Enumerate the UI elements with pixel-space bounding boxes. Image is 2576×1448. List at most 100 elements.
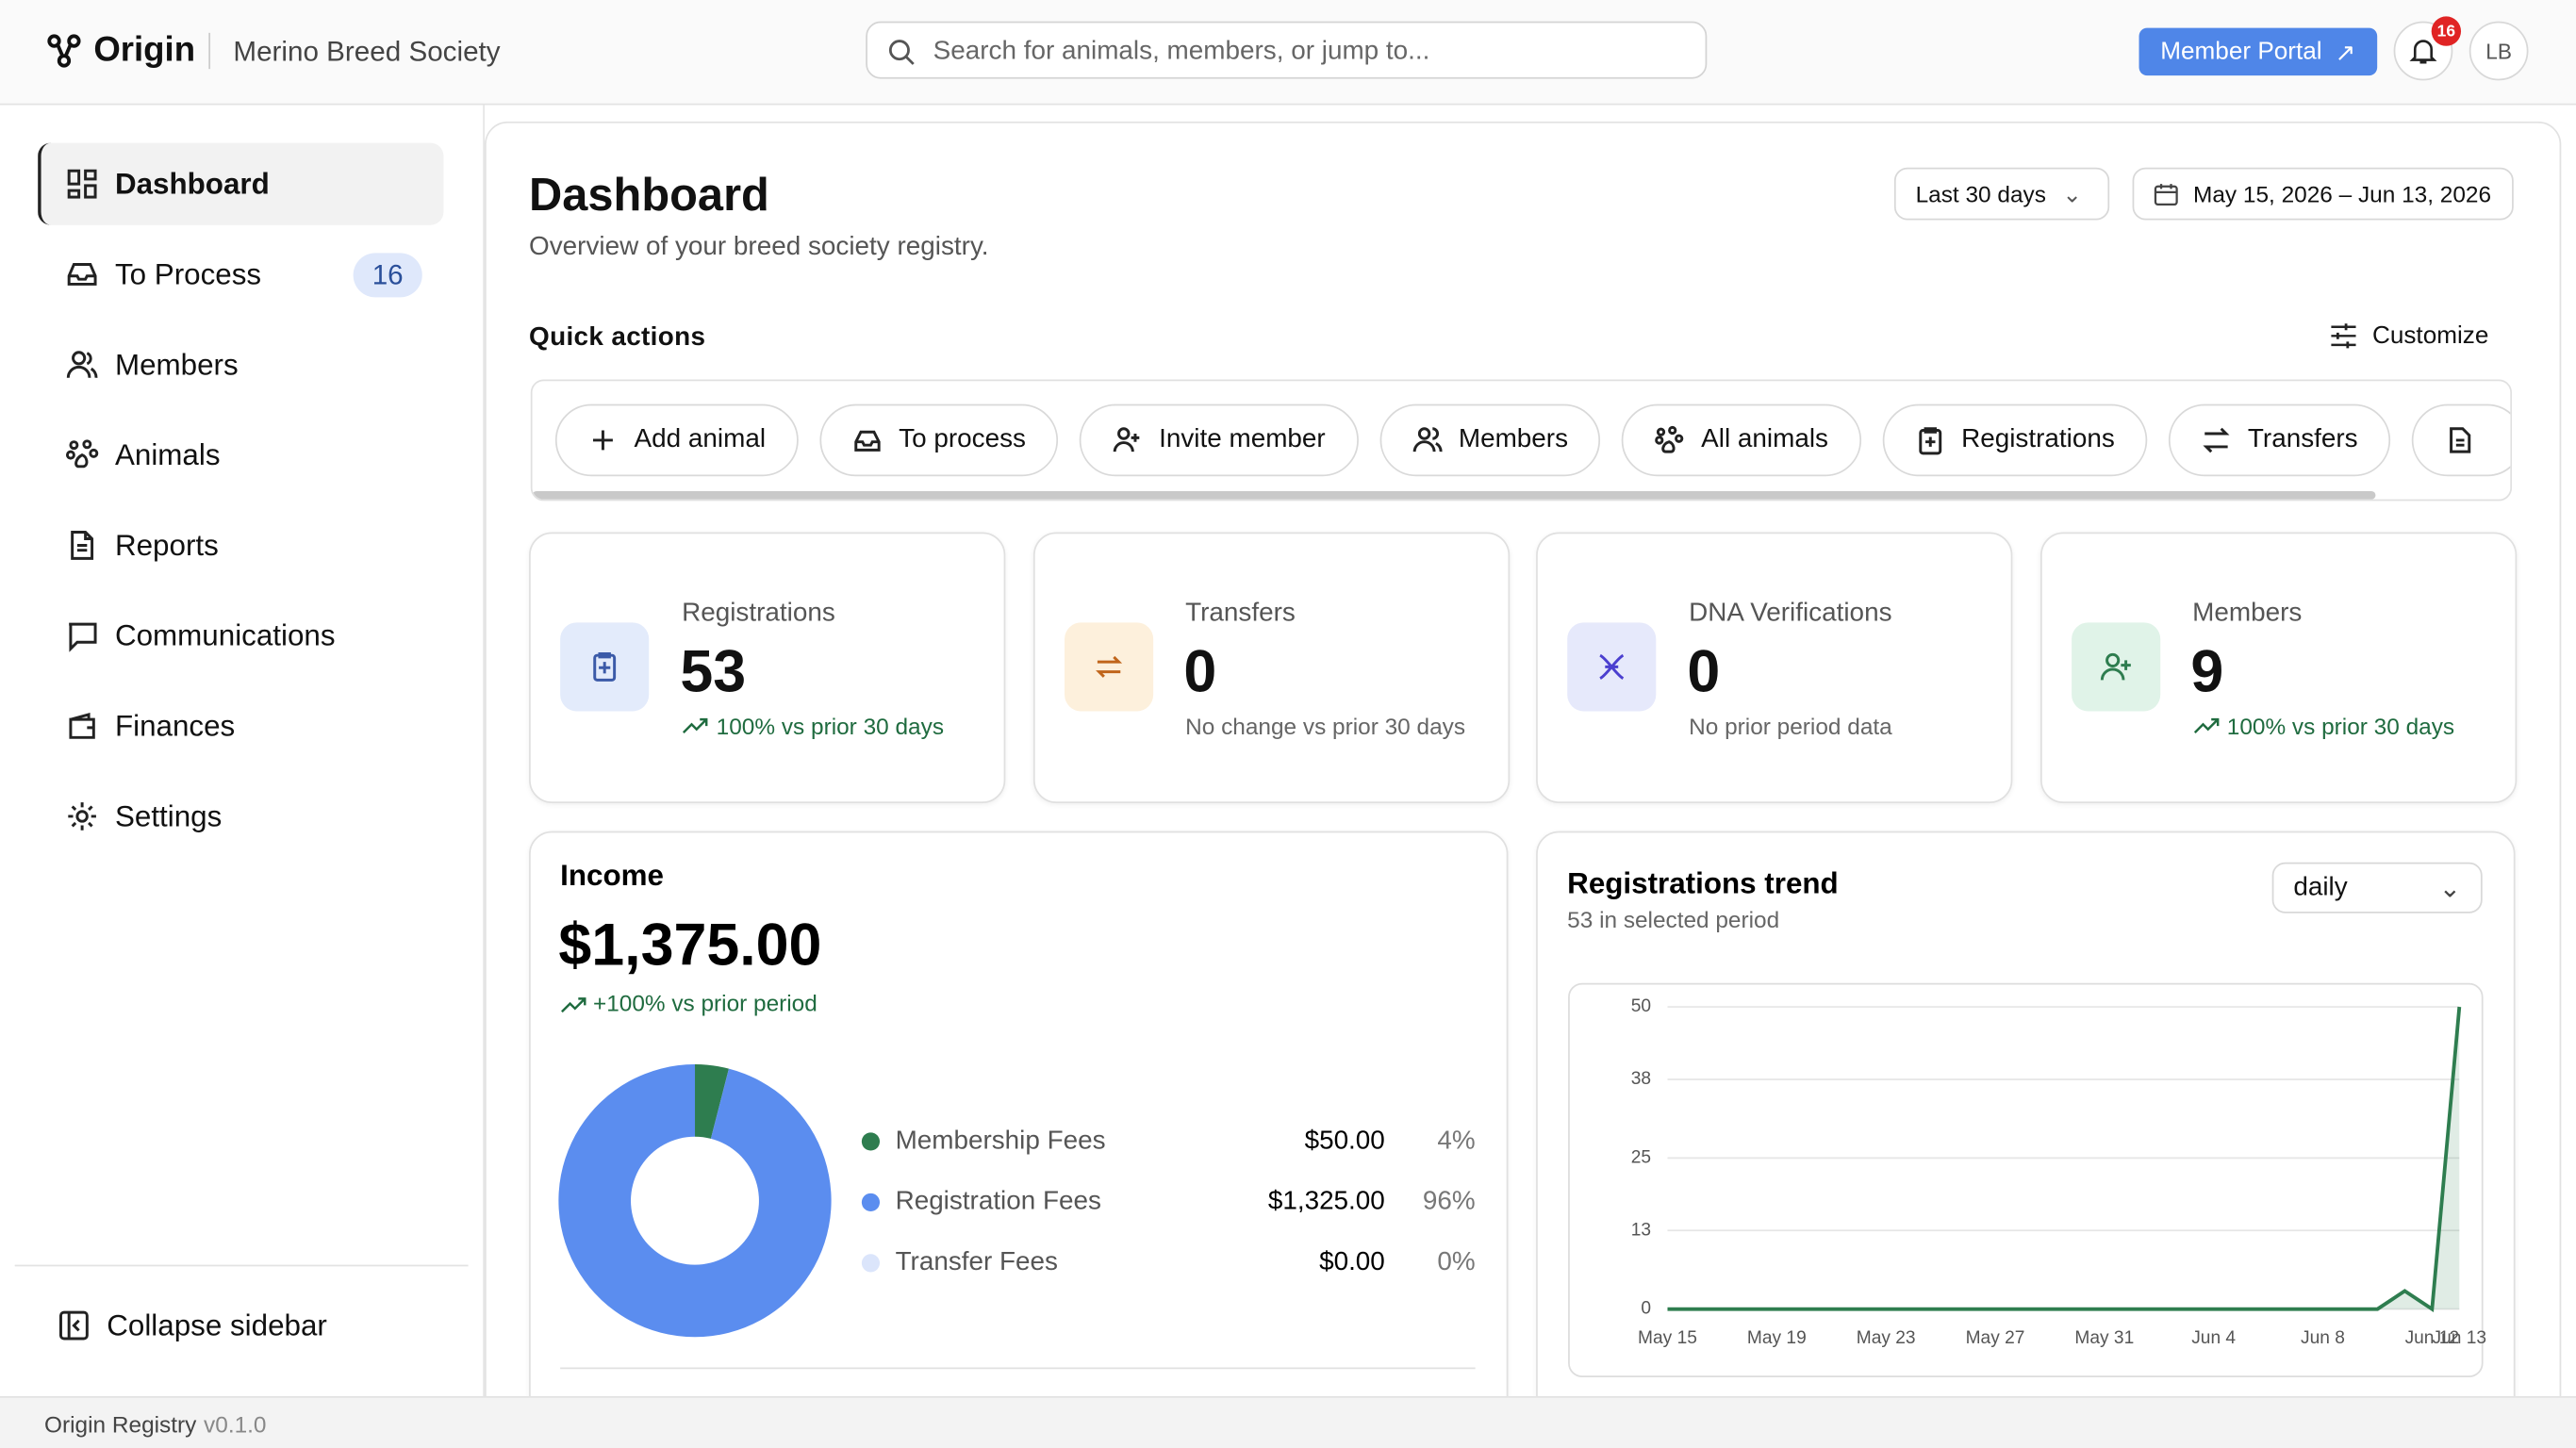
y-tick-label: 0 bbox=[1641, 1299, 1651, 1319]
quick-action[interactable]: Registrations bbox=[1882, 403, 2148, 477]
nav-item[interactable]: Members bbox=[38, 323, 443, 405]
income-change: +100% vs prior period bbox=[593, 992, 817, 1017]
quick-action[interactable]: Members bbox=[1379, 403, 1601, 477]
page-title: Dashboard bbox=[529, 169, 769, 221]
legend-percent: 0% bbox=[1437, 1246, 1475, 1275]
stat-label: Registrations bbox=[682, 599, 835, 628]
quick-action[interactable]: Invite member bbox=[1080, 403, 1359, 477]
stat-value: 0 bbox=[1687, 637, 1721, 705]
notification-count: 16 bbox=[2431, 16, 2462, 46]
stat-label: Transfers bbox=[1185, 599, 1296, 628]
pie-slice bbox=[695, 1064, 729, 1139]
stat-value: 0 bbox=[1183, 637, 1217, 705]
nav-item[interactable]: Animals bbox=[38, 414, 443, 496]
stat-icon bbox=[560, 622, 650, 712]
legend-percent: 96% bbox=[1423, 1186, 1476, 1215]
legend-label: Transfer Fees bbox=[896, 1246, 1058, 1275]
stat-change-text: 100% vs prior 30 days bbox=[716, 713, 945, 740]
income-card bbox=[529, 831, 1509, 1448]
section-title: Quick actions bbox=[529, 323, 706, 352]
stat-card: DNA Verifications 0 No prior period data bbox=[1536, 532, 2013, 804]
member-portal-button[interactable]: Member Portal ↗ bbox=[2138, 27, 2378, 76]
x-tick-label: May 23 bbox=[1857, 1328, 1916, 1348]
y-tick-label: 13 bbox=[1631, 1220, 1651, 1240]
nav-label: Members bbox=[114, 347, 239, 381]
search-box[interactable]: Search for animals, members, or jump to.… bbox=[866, 21, 1708, 79]
x-tick-label: Jun 13 bbox=[2433, 1328, 2487, 1348]
stat-change: No change vs prior 30 days bbox=[1185, 713, 1465, 739]
legend-swatch bbox=[861, 1132, 881, 1151]
x-tick-label: Jun 8 bbox=[2301, 1328, 2345, 1348]
footer-app: Origin Registry bbox=[44, 1410, 197, 1438]
search-placeholder: Search for animals, members, or jump to.… bbox=[933, 38, 1430, 66]
quick-action-label: Invite member bbox=[1159, 425, 1326, 453]
line bbox=[1667, 1006, 2462, 1313]
top-bar: Origin Merino Breed Society Search for a… bbox=[0, 0, 2576, 106]
stat-icon bbox=[1567, 622, 1657, 712]
stat-change: 100% vs prior 30 days bbox=[682, 713, 944, 739]
notifications-button[interactable]: 16 bbox=[2393, 16, 2462, 81]
nav-item[interactable]: Dashboard bbox=[38, 142, 444, 225]
x-tick-label: Jun 4 bbox=[2191, 1328, 2236, 1348]
nav-label: Communications bbox=[114, 617, 336, 651]
quick-action[interactable]: All animals bbox=[1622, 403, 1861, 477]
date-range-label: May 15, 2026 – Jun 13, 2026 bbox=[2193, 180, 2492, 207]
legend-amount: $0.00 bbox=[1319, 1246, 1385, 1275]
customize-button[interactable]: Customize bbox=[2330, 321, 2489, 351]
nav-label: Animals bbox=[114, 437, 221, 471]
stat-value: 9 bbox=[2190, 637, 2224, 705]
trend-title: Registrations trend bbox=[1567, 866, 1839, 899]
nav-badge: 16 bbox=[353, 253, 422, 298]
nav-item[interactable]: To Process 16 bbox=[38, 233, 443, 315]
stat-value: 53 bbox=[680, 637, 747, 705]
legend-swatch bbox=[861, 1254, 881, 1273]
legend-label: Membership Fees bbox=[896, 1125, 1106, 1154]
legend-swatch bbox=[861, 1193, 881, 1211]
x-tick-label: Jun 12 bbox=[2405, 1328, 2460, 1348]
quick-action-label: Registrations bbox=[1961, 425, 2115, 453]
nav-label: Reports bbox=[114, 528, 219, 562]
y-tick-label: 38 bbox=[1631, 1069, 1651, 1089]
legend-percent: 4% bbox=[1437, 1125, 1475, 1154]
avatar[interactable]: LB bbox=[2469, 21, 2529, 81]
date-range[interactable]: May 15, 2026 – Jun 13, 2026 bbox=[2132, 167, 2514, 221]
stat-change: No prior period data bbox=[1689, 713, 1892, 739]
income-total: $1,375.00 bbox=[558, 913, 821, 979]
stat-change-text: No prior period data bbox=[1689, 713, 1892, 740]
stat-icon bbox=[1064, 622, 1153, 712]
period-select[interactable]: daily ⌄ bbox=[2271, 862, 2483, 913]
nav-item[interactable]: Communications bbox=[38, 595, 443, 677]
nav-item[interactable]: Finances bbox=[38, 685, 443, 767]
collapse-label: Collapse sidebar bbox=[107, 1308, 327, 1341]
quick-action[interactable]: Add animal bbox=[554, 403, 799, 477]
legend-amount: $1,325.00 bbox=[1268, 1186, 1385, 1215]
quick-action[interactable]: Transfers bbox=[2169, 403, 2391, 477]
nav-label: Dashboard bbox=[114, 166, 270, 200]
stat-card: Members 9 100% vs prior 30 days bbox=[2039, 532, 2517, 804]
period-label: daily bbox=[2293, 873, 2348, 901]
stat-icon bbox=[2071, 622, 2160, 712]
stat-label: DNA Verifications bbox=[1689, 599, 1892, 628]
nav-item[interactable]: Settings bbox=[38, 775, 443, 857]
nav-item[interactable]: Reports bbox=[38, 504, 443, 586]
stat-card: Transfers 0 No change vs prior 30 days bbox=[1032, 532, 1510, 804]
y-tick-label: 50 bbox=[1631, 996, 1651, 1016]
footer-version: v0.1.0 bbox=[204, 1410, 267, 1438]
quick-action-label: Add animal bbox=[634, 425, 767, 453]
range-select[interactable]: Last 30 days ⌄ bbox=[1893, 167, 2110, 221]
customize-label: Customize bbox=[2371, 321, 2489, 351]
quick-action[interactable]: To process bbox=[819, 403, 1059, 477]
x-tick-label: May 19 bbox=[1747, 1328, 1807, 1348]
nav-label: Settings bbox=[114, 798, 223, 832]
range-label: Last 30 days bbox=[1915, 180, 2046, 207]
nav-label: To Process bbox=[114, 256, 262, 290]
quick-action-label: All animals bbox=[1701, 425, 1828, 453]
logo bbox=[47, 34, 81, 68]
quick-action[interactable] bbox=[2412, 403, 2511, 477]
collapse-sidebar[interactable]: Collapse sidebar bbox=[29, 1285, 435, 1367]
x-tick-label: May 27 bbox=[1966, 1328, 2025, 1348]
stat-change: 100% vs prior 30 days bbox=[2192, 713, 2454, 739]
pie-slice bbox=[558, 1064, 832, 1338]
